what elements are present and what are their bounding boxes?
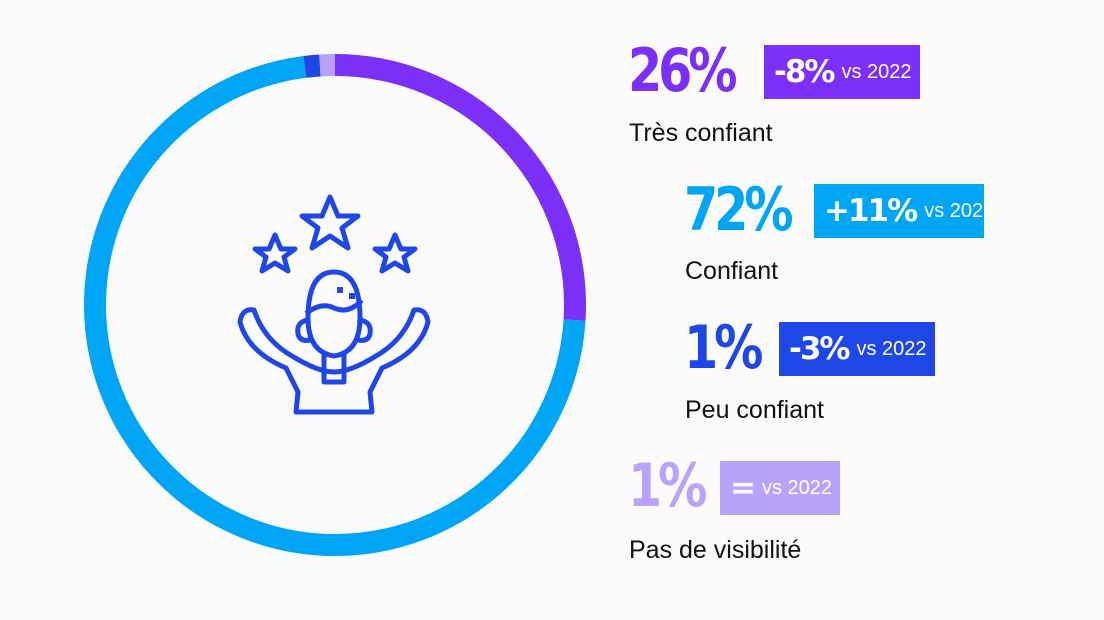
- star-icon: [252, 232, 298, 274]
- donut-slice-2: [303, 54, 321, 78]
- change-badge: = vs 2022: [720, 461, 840, 515]
- vs-year-label: vs 2022: [841, 60, 912, 83]
- donut-slice-0: [334, 54, 586, 321]
- category-label: Très confiant: [629, 119, 773, 147]
- percent-value: 1%: [684, 313, 763, 383]
- person-head: [305, 269, 363, 359]
- person-arms: [237, 307, 431, 415]
- percent-value: 26%: [628, 36, 738, 106]
- change-value: -8%: [774, 54, 835, 90]
- donut-slice-1: [84, 55, 586, 556]
- person-hair: [304, 298, 364, 316]
- percent-value: 1%: [628, 451, 707, 521]
- change-badge: -3% vs 2022: [779, 322, 935, 376]
- change-value: -3%: [789, 331, 850, 367]
- vs-year-label: vs 2022: [924, 199, 995, 222]
- change-badge: -8% vs 2022: [764, 45, 920, 99]
- celebrating-person-stars-icon: [237, 194, 431, 415]
- donut-chart: [84, 54, 586, 556]
- category-label: Pas de visibilité: [629, 536, 802, 564]
- vs-year-label: vs 2022: [856, 337, 927, 360]
- star-icon: [299, 194, 361, 251]
- change-value: =: [730, 470, 756, 506]
- change-badge: +11% vs 2022: [814, 184, 994, 238]
- category-label: Peu confiant: [685, 396, 824, 424]
- category-label: Confiant: [685, 257, 779, 285]
- vs-year-label: vs 2022: [761, 476, 833, 499]
- star-icon: [372, 232, 418, 274]
- change-value: +11%: [824, 193, 918, 229]
- percent-value: 72%: [684, 175, 794, 245]
